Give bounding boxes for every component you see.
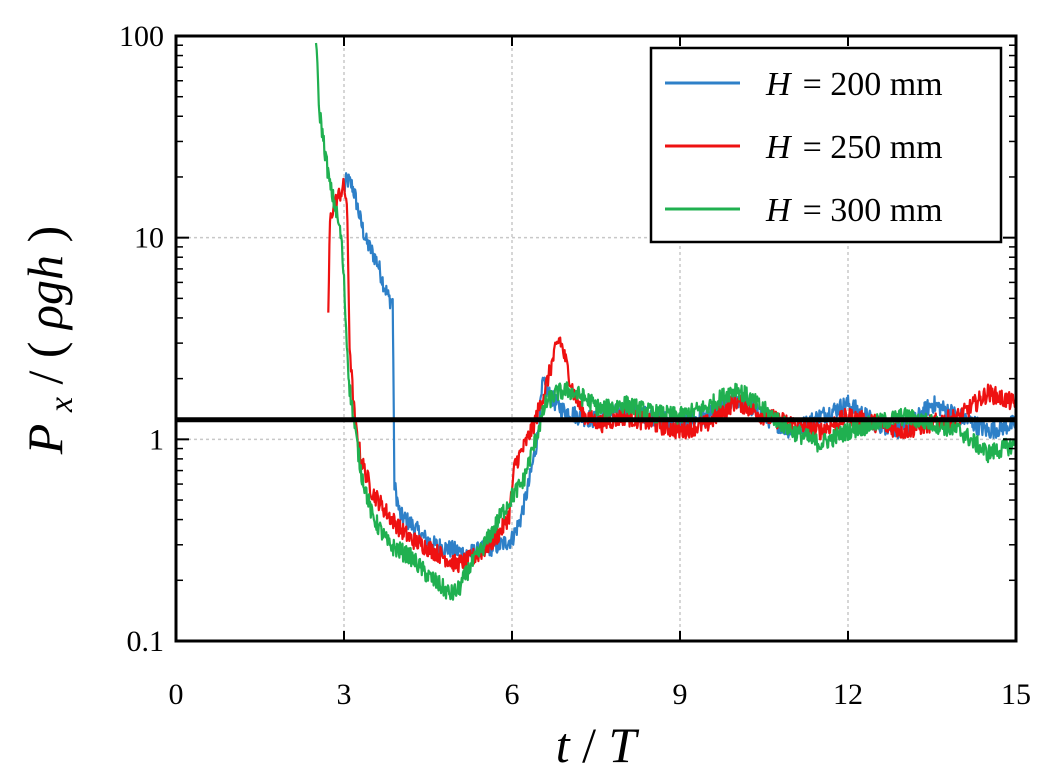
- x-tick-label: 0: [169, 678, 184, 711]
- y-axis-slash: / (: [17, 341, 73, 384]
- series-line-2: [327, 177, 1018, 574]
- x-tick-label: 6: [505, 678, 520, 711]
- x-tick-label: 12: [833, 678, 863, 711]
- x-axis-ticks: 0 3 6 9 12 15: [169, 36, 1031, 711]
- y-axis-ticks: 0.1 1 10 100: [119, 20, 1016, 658]
- legend-label-1: H = 200 mm: [765, 66, 943, 103]
- plot-frame: [174, 34, 1018, 643]
- y-tick-label: 1: [149, 423, 164, 456]
- y-tick-label: 100: [119, 20, 164, 53]
- y-axis-close-paren: ): [17, 226, 73, 243]
- x-axis-label: t / T: [556, 717, 640, 773]
- x-axis-unit: T: [609, 717, 640, 773]
- y-axis-subscript: x: [43, 397, 80, 413]
- legend-items: H = 200 mm H = 250 mm H = 300 mm: [665, 66, 943, 229]
- x-axis-variable: t: [556, 717, 571, 773]
- y-axis-variable: P: [17, 424, 73, 455]
- x-tick-label: 3: [337, 678, 352, 711]
- legend-label-2: H = 250 mm: [765, 129, 943, 166]
- legend: H = 200 mm H = 250 mm H = 300 mm: [649, 46, 1003, 244]
- y-tick-label: 0.1: [127, 625, 165, 658]
- x-tick-label: 9: [673, 678, 688, 711]
- x-axis-slash: /: [582, 717, 608, 773]
- y-axis-denominator: ρgh: [17, 255, 73, 331]
- y-axis-label: P x / ( ρgh ): [17, 226, 83, 455]
- x-tick-label: 15: [1001, 678, 1031, 711]
- y-tick-label: 10: [134, 222, 164, 255]
- legend-label-3: H = 300 mm: [765, 192, 943, 229]
